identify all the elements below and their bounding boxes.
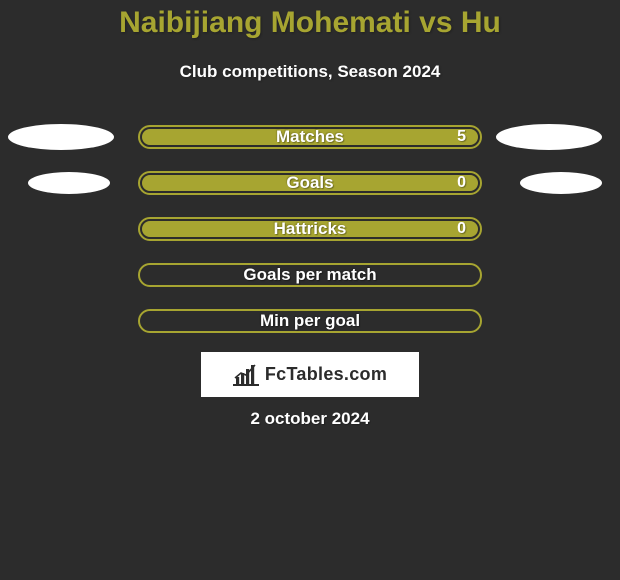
- stat-label: Goals: [286, 173, 333, 193]
- left-ellipse: [28, 172, 110, 194]
- subtitle: Club competitions, Season 2024: [0, 62, 620, 82]
- stat-bar: Hattricks 0: [138, 217, 482, 241]
- stat-row: Matches 5: [0, 125, 620, 151]
- stat-label: Hattricks: [274, 219, 347, 239]
- stat-label: Min per goal: [260, 311, 360, 331]
- stat-bar: Goals per match: [138, 263, 482, 287]
- page-title: Naibijiang Mohemati vs Hu: [0, 6, 620, 40]
- date-label: 2 october 2024: [0, 409, 620, 429]
- chart-icon: [233, 364, 259, 386]
- right-ellipse: [520, 172, 602, 194]
- right-ellipse: [496, 124, 602, 150]
- stat-row: Min per goal: [0, 309, 620, 335]
- left-ellipse: [8, 124, 114, 150]
- stat-value: 5: [457, 128, 466, 146]
- stat-label: Goals per match: [243, 265, 376, 285]
- stat-row: Goals per match: [0, 263, 620, 289]
- stat-label: Matches: [276, 127, 344, 147]
- brand-box: FcTables.com: [201, 352, 419, 397]
- stat-bar: Goals 0: [138, 171, 482, 195]
- stat-row: Goals 0: [0, 171, 620, 197]
- stat-value: 0: [457, 174, 466, 192]
- comparison-infographic: Naibijiang Mohemati vs Hu Club competiti…: [0, 0, 620, 580]
- stat-bar: Min per goal: [138, 309, 482, 333]
- stat-value: 0: [457, 220, 466, 238]
- brand-text: FcTables.com: [265, 364, 387, 385]
- stat-row: Hattricks 0: [0, 217, 620, 243]
- stat-bar: Matches 5: [138, 125, 482, 149]
